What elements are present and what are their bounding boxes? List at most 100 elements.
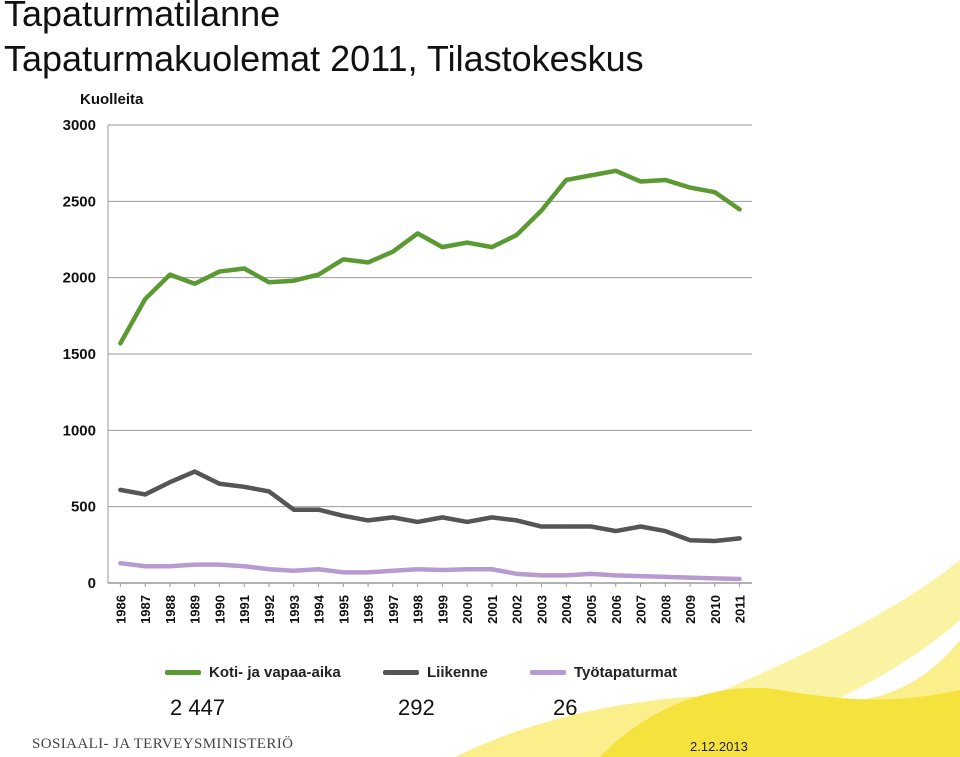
legend-item-koti: Koti- ja vapaa-aika [165,664,341,681]
data-point-series-0 [119,342,121,344]
data-point-series-2 [466,568,468,570]
data-point-series-0 [466,242,468,244]
data-point-series-1 [268,490,270,492]
page-subtitle: Tapaturmakuolemat 2011, Tilastokeskus [4,38,644,79]
data-point-series-0 [268,281,270,283]
series-line-0 [118,168,742,346]
data-point-series-0 [664,179,666,181]
x-tick-label: 2006 [609,595,624,624]
total-tyotapaturmat: 26 [553,695,578,720]
data-point-series-1 [689,539,691,541]
data-point-series-1 [540,526,542,528]
data-point-series-1 [565,526,567,528]
data-point-series-2 [194,564,196,566]
series-line-2 [118,560,742,582]
data-point-series-1 [144,493,146,495]
data-point-series-0 [640,180,642,182]
y-axis-label: Kuolleita [80,91,144,108]
swoosh-main [600,687,960,757]
x-tick-label: 1989 [188,595,203,624]
total-koti: 2 447 [170,695,226,720]
data-point-series-1 [491,516,493,518]
series-line-1 [118,469,742,544]
y-tick-label: 2500 [63,193,96,210]
x-tick-label: 2005 [584,595,599,624]
data-point-series-2 [392,570,394,572]
x-tick-label: 1997 [386,595,401,624]
data-point-series-0 [615,170,617,172]
data-point-series-2 [689,577,691,579]
legend-swatch-tyotapaturmat [530,670,566,675]
x-tick-label: 1990 [212,595,227,624]
x-tick-label: 1998 [411,595,426,624]
data-point-series-0 [590,174,592,176]
data-point-series-1 [318,509,320,511]
data-point-series-1 [441,516,443,518]
legend-label-tyotapaturmat: Työtapaturmat [574,664,678,681]
legend-label-liikenne: Liikenne [427,664,488,681]
data-point-series-2 [268,568,270,570]
data-point-series-2 [367,571,369,573]
data-point-series-2 [144,565,146,567]
x-tick-label: 1986 [113,595,128,624]
data-point-series-0 [318,274,320,276]
x-tick-label: 1999 [435,595,450,624]
data-point-series-0 [243,268,245,270]
data-point-series-1 [516,519,518,521]
data-point-series-2 [342,571,344,573]
x-tick-label: 1994 [312,594,327,624]
data-point-series-1 [243,486,245,488]
data-point-series-2 [417,568,419,570]
legend-label-koti: Koti- ja vapaa-aika [209,664,341,681]
x-tick-label: 2003 [534,595,549,624]
x-tick-label: 2010 [708,595,723,624]
x-tick-label: 1992 [262,595,277,624]
series-lines [118,168,742,582]
data-point-series-1 [367,519,369,521]
data-point-series-0 [194,283,196,285]
x-tick-label: 2000 [460,595,475,624]
data-point-series-1 [169,481,171,483]
data-point-series-2 [516,573,518,575]
data-point-series-0 [516,234,518,236]
ministry-name: SOSIAALI- JA TERVEYSMINISTERIÖ [32,736,294,752]
footer-date: 2.12.2013 [690,739,748,754]
x-tick-labels: 1986 1987 1988 1989 1990 1991 1992 1993 1994 1995… [113,583,748,624]
total-liikenne: 292 [398,695,435,720]
data-point-series-2 [119,562,121,564]
data-point-series-1 [615,530,617,532]
data-point-series-0 [367,261,369,263]
data-point-series-0 [342,258,344,260]
data-point-series-2 [615,574,617,576]
gridlines [107,124,752,584]
data-point-series-0 [441,246,443,248]
y-tick-labels: 0 500 1000 1500 2000 2500 3000 [63,117,96,592]
x-tick-label: 2001 [485,595,500,624]
data-point-series-2 [169,565,171,567]
data-point-series-0 [565,179,567,181]
legend-swatch-koti [165,670,201,675]
y-tick-label: 1500 [63,346,96,363]
y-tick-label: 1000 [63,422,96,439]
data-point-series-2 [640,575,642,577]
data-point-series-1 [590,526,592,528]
y-tick-label: 500 [71,499,96,516]
data-point-series-0 [689,187,691,189]
x-tick-label: 1987 [138,595,153,624]
data-point-series-1 [218,483,220,485]
data-point-series-0 [540,209,542,211]
data-point-series-1 [194,471,196,473]
data-point-series-1 [119,489,121,491]
data-point-series-1 [417,521,419,523]
legend-swatch-liikenne [383,670,419,675]
data-point-series-2 [565,574,567,576]
data-point-series-1 [640,526,642,528]
data-point-series-0 [392,251,394,253]
data-point-series-1 [714,540,716,542]
x-tick-label: 2009 [683,595,698,624]
data-point-series-2 [540,574,542,576]
data-point-series-2 [441,569,443,571]
data-point-series-2 [714,577,716,579]
y-tick-label: 3000 [63,117,96,134]
